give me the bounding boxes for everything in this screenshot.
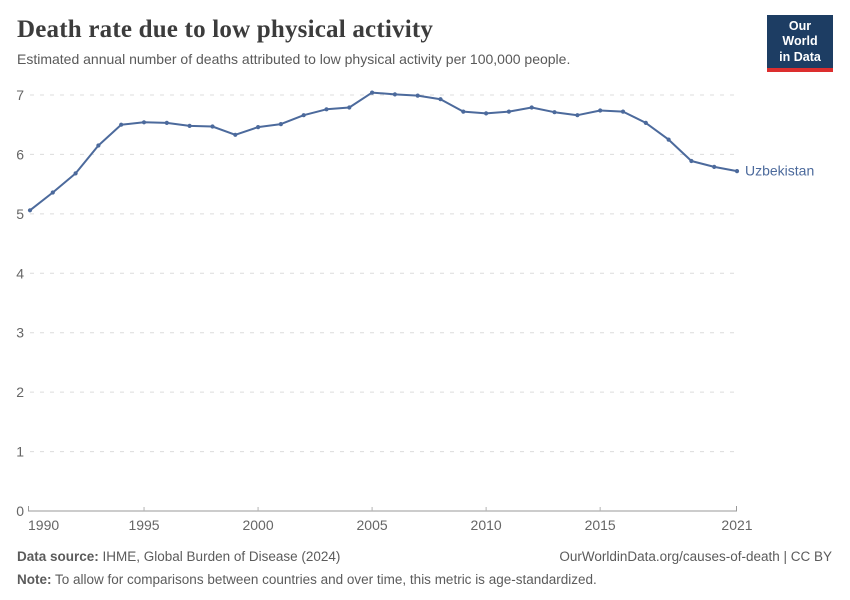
data-point[interactable] [415,93,420,98]
data-point[interactable] [392,92,397,97]
credit-link[interactable]: OurWorldinData.org/causes-of-death | CC … [559,549,832,564]
data-point[interactable] [50,190,55,195]
chart-subtitle: Estimated annual number of deaths attrib… [17,51,571,67]
data-point[interactable] [643,120,648,125]
owid-logo: Our World in Data [767,15,833,72]
footer-row: Data source: IHME, Global Burden of Dise… [17,546,832,568]
data-point[interactable] [438,97,443,102]
y-tick-label: 5 [16,206,24,222]
owid-logo-line1: Our World [782,19,818,49]
data-point[interactable] [278,122,283,127]
y-tick-label: 2 [16,384,24,400]
data-point[interactable] [461,109,466,114]
data-point[interactable] [598,108,603,113]
data-point[interactable] [575,113,580,118]
data-point[interactable] [552,110,557,115]
data-source: Data source: IHME, Global Burden of Dise… [17,546,340,568]
y-tick-label: 0 [16,503,24,519]
data-point[interactable] [666,137,671,142]
data-point[interactable] [119,122,124,127]
footer-note: Note: To allow for comparisons between c… [17,569,832,591]
data-point[interactable] [164,120,169,125]
data-source-text: IHME, Global Burden of Disease (2024) [98,549,341,564]
data-line[interactable] [29,91,738,212]
data-point[interactable] [712,164,717,169]
data-point[interactable] [210,124,215,129]
data-point[interactable] [689,158,694,164]
x-tick-label: 2015 [585,517,616,533]
x-tick-label: 2021 [721,517,752,533]
data-point[interactable] [347,105,352,110]
owid-logo-line2: in Data [779,49,821,64]
chart-header: Death rate due to low physical activity … [17,16,750,67]
data-source-label: Data source: [17,549,99,564]
data-point[interactable] [324,107,329,112]
data-point[interactable] [256,125,261,130]
data-point[interactable] [141,120,147,125]
data-point[interactable] [506,109,511,114]
y-tick-label: 6 [16,146,24,162]
x-tick-label: 2010 [471,517,502,533]
x-tick-label: 2005 [357,517,388,533]
chart-footer: Data source: IHME, Global Burden of Dise… [17,546,832,590]
data-point[interactable] [27,208,33,213]
data-point[interactable] [620,109,626,114]
y-tick-label: 3 [16,325,24,341]
line-chart-svg[interactable]: 0 1 2 3 4 5 6 7 1990 1995 2000 2005 2010 2015 2021 Uzbe… [0,0,850,545]
data-point[interactable] [233,132,238,137]
x-tick-label: 1990 [28,517,59,533]
data-point[interactable] [301,113,306,118]
entity-label: Uzbekistan [745,163,814,179]
data-point[interactable] [96,143,101,148]
data-point[interactable] [370,90,375,95]
data-point[interactable] [73,171,78,176]
x-tick-label: 2000 [242,517,273,533]
data-point[interactable] [529,105,534,110]
y-tick-label: 7 [16,87,24,103]
data-point[interactable] [484,111,489,116]
page-title: Death rate due to low physical activity [17,16,434,43]
x-tick-label: 1995 [128,517,159,533]
note-text: To allow for comparisons between countri… [51,571,597,587]
y-tick-label: 1 [16,444,24,460]
note-label: Note: [17,571,52,587]
data-point[interactable] [734,169,740,174]
y-tick-label: 4 [16,265,24,281]
data-point[interactable] [187,123,192,128]
